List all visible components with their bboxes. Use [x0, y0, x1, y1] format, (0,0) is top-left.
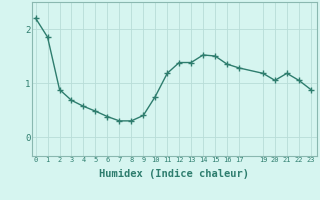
X-axis label: Humidex (Indice chaleur): Humidex (Indice chaleur): [100, 169, 249, 179]
